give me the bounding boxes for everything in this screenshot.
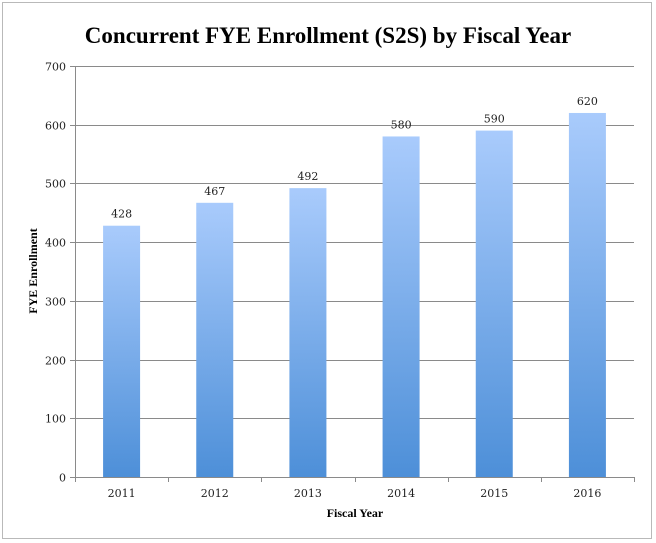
bar (475, 130, 513, 478)
bar (568, 112, 606, 477)
y-tick-label: 200 (45, 355, 66, 368)
y-tick-label: 100 (45, 413, 66, 426)
chart-title: Concurrent FYE Enrollment (S2S) by Fisca… (85, 23, 571, 48)
x-tick-label: 2011 (108, 487, 136, 500)
y-tick-label: 0 (59, 472, 66, 485)
y-tick-label: 600 (45, 120, 66, 133)
x-axis-ticks: 2011 2012 2013 2014 2015 2016 (75, 477, 635, 500)
data-label: 492 (297, 170, 318, 183)
data-label: 620 (577, 95, 598, 108)
x-tick-label: 2013 (294, 487, 322, 500)
bar (103, 225, 141, 477)
y-axis-ticks: 0 100 200 300 400 500 600 700 (45, 61, 75, 485)
x-tick-label: 2014 (387, 487, 415, 500)
data-label: 467 (204, 185, 225, 198)
bar (382, 136, 420, 477)
data-labels: 428 467 492 580 590 620 (111, 95, 598, 221)
data-label: 590 (484, 113, 505, 126)
gridlines (75, 66, 634, 419)
x-tick-label: 2012 (201, 487, 229, 500)
bar (196, 202, 234, 477)
y-tick-label: 700 (45, 61, 66, 74)
y-tick-label: 400 (45, 237, 66, 250)
bar (289, 188, 327, 477)
bars (103, 112, 606, 478)
x-tick-label: 2016 (573, 487, 601, 500)
y-tick-label: 300 (45, 296, 66, 309)
data-label: 580 (391, 118, 412, 131)
y-tick-label: 500 (45, 178, 66, 191)
y-axis-title: FYE Enrollment (26, 228, 40, 313)
x-tick-label: 2015 (480, 487, 508, 500)
data-label: 428 (111, 208, 132, 221)
x-axis-title: Fiscal Year (327, 506, 384, 520)
